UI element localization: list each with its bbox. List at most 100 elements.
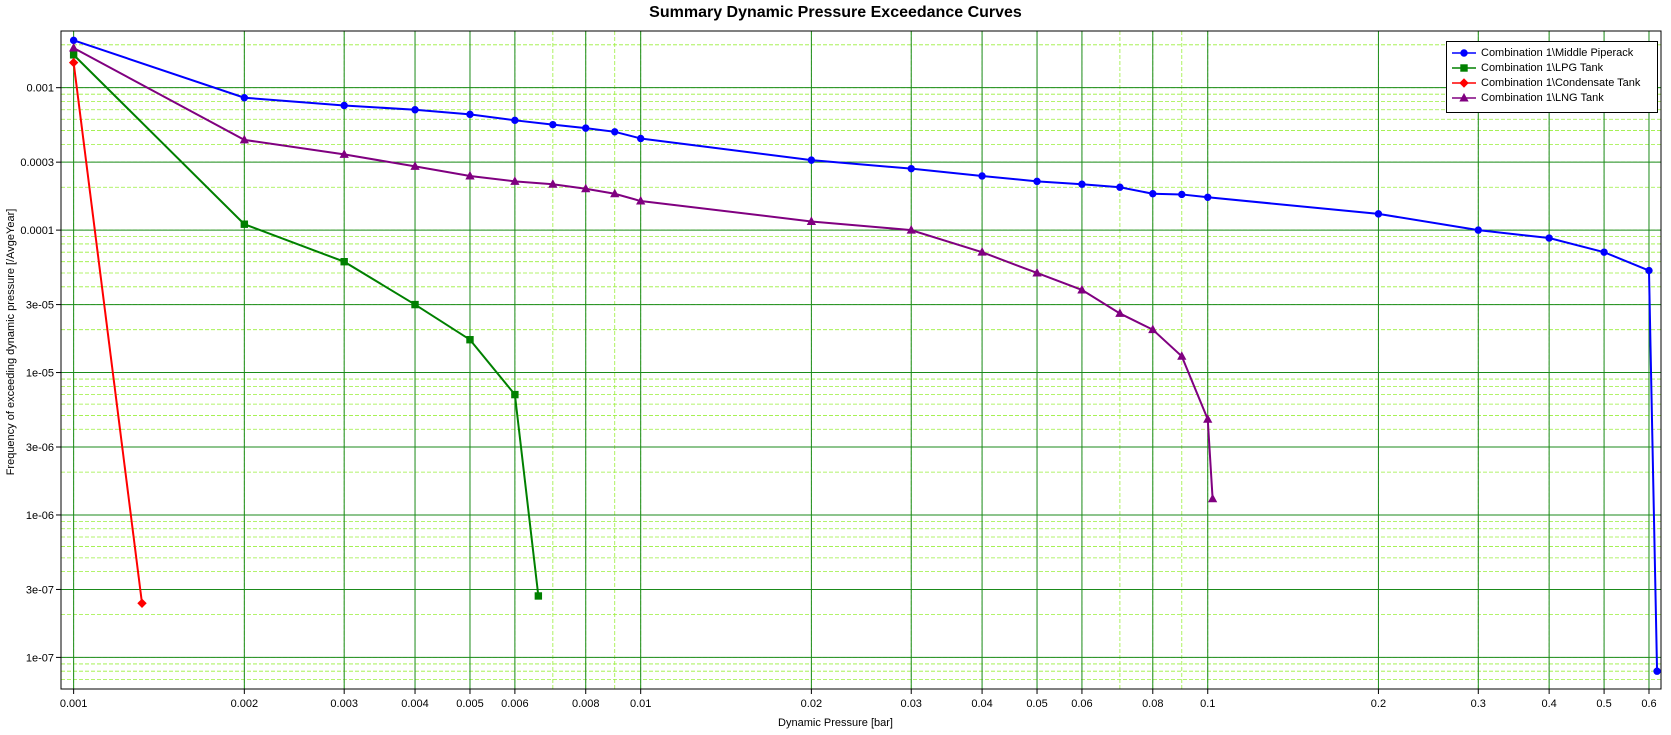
legend: Combination 1\Middle Piperack Combination…: [1446, 41, 1658, 113]
data-point: [1078, 180, 1086, 188]
data-point: [239, 134, 249, 144]
data-point: [1600, 248, 1608, 256]
x-tick-label: 0.003: [330, 698, 358, 710]
data-point: [510, 176, 520, 185]
x-tick-label: 0.01: [630, 698, 651, 710]
y-tick-label: 0.001: [26, 83, 54, 95]
data-point: [1148, 324, 1158, 334]
x-tick-label: 0.06: [1071, 698, 1092, 710]
data-point: [1115, 308, 1125, 317]
y-tick-label: 1e-07: [26, 652, 54, 664]
data-point: [465, 170, 475, 180]
data-point: [978, 172, 986, 180]
data-point: [339, 149, 349, 158]
legend-swatch: [1452, 92, 1476, 101]
legend-label: Combination 1\LPG Tank: [1481, 61, 1604, 74]
x-tick-label: 0.001: [60, 698, 88, 710]
y-tick-label: 1e-05: [26, 368, 54, 380]
data-point: [636, 195, 646, 205]
data-point: [1116, 183, 1124, 191]
data-point: [511, 390, 519, 399]
data-point: [1207, 493, 1218, 503]
legend-label: Combination 1\LNG Tank: [1481, 91, 1604, 104]
x-tick-label: 0.1: [1200, 698, 1215, 710]
plot-frame: [60, 30, 1662, 690]
data-point: [806, 216, 817, 225]
data-point: [610, 188, 620, 198]
data-point: [69, 36, 78, 45]
data-point: [611, 128, 619, 136]
x-tick-label: 0.04: [971, 698, 992, 710]
legend-label: Combination 1\Condensate Tank: [1481, 76, 1641, 89]
y-tick-label: 3e-06: [26, 442, 54, 454]
x-tick-label: 0.004: [401, 698, 429, 710]
x-tick-label: 0.005: [456, 698, 484, 710]
data-point: [511, 116, 519, 125]
data-point: [581, 183, 591, 193]
data-point: [1203, 414, 1213, 423]
legend-swatch-marker: [1460, 48, 1468, 57]
x-tick-label: 0.008: [572, 698, 600, 710]
data-point: [636, 134, 645, 143]
x-tick-label: 0.006: [501, 698, 529, 710]
data-point: [410, 161, 420, 170]
data-point: [68, 57, 79, 68]
data-point: [1374, 210, 1383, 218]
data-point: [1474, 226, 1482, 234]
x-tick-label: 0.03: [901, 698, 922, 710]
series-line: [73, 39, 1659, 672]
x-tick-label: 0.08: [1142, 698, 1163, 710]
legend-swatch-marker: [1460, 63, 1468, 72]
data-point: [534, 592, 543, 600]
major-gridlines: [61, 31, 1661, 689]
data-point: [69, 51, 78, 59]
series-line: [73, 47, 1214, 499]
data-point: [1178, 190, 1186, 199]
data-point: [466, 110, 474, 119]
series-4: [68, 42, 1218, 503]
data-point: [977, 247, 987, 256]
legend-label: Combination 1\Middle Piperack: [1481, 46, 1634, 59]
x-tick-label: 0.3: [1471, 698, 1486, 710]
y-axis-ticks: 1e-07 3e-07 1e-06 3e-06 1e-05 3e-05 0.0001 0.00…: [20, 83, 61, 664]
data-point: [1204, 193, 1212, 201]
data-point: [807, 156, 816, 164]
legend-item: Combination 1\LNG Tank: [1451, 90, 1653, 105]
series-line: [72, 62, 143, 604]
data-point: [1177, 351, 1187, 360]
series-1: [69, 36, 1661, 675]
data-point: [340, 101, 348, 110]
x-tick-label: 0.02: [801, 698, 822, 710]
y-tick-label: 3e-05: [26, 300, 54, 312]
data-point: [1653, 667, 1661, 675]
data-point: [466, 336, 474, 344]
legend-item: Combination 1\Middle Piperack: [1451, 45, 1653, 60]
legend-item: Combination 1\LPG Tank: [1451, 60, 1653, 75]
x-tick-label: 0.002: [231, 698, 259, 710]
data-point: [240, 220, 249, 228]
data-point: [582, 124, 590, 132]
y-tick-label: 3e-07: [26, 584, 54, 596]
data-point: [68, 42, 79, 52]
data-point: [548, 179, 558, 188]
data-point: [411, 106, 419, 114]
x-tick-label: 0.2: [1371, 698, 1386, 710]
legend-swatch: [1452, 63, 1476, 72]
data-point: [411, 300, 419, 309]
data-point: [906, 225, 916, 234]
data-point: [1545, 234, 1553, 242]
data-point: [137, 598, 147, 608]
data-point: [1032, 267, 1042, 277]
data-point: [907, 164, 915, 173]
y-tick-label: 1e-06: [26, 510, 54, 522]
y-tick-label: 0.0001: [20, 225, 54, 237]
x-axis-label: Dynamic Pressure [bar]: [778, 717, 893, 729]
legend-swatch-marker: [1459, 92, 1469, 101]
data-point: [1149, 190, 1157, 198]
data-point: [1645, 266, 1653, 275]
legend-swatch-marker: [1459, 77, 1469, 88]
data-point: [549, 120, 557, 129]
series-3: [68, 57, 147, 608]
x-tick-label: 0.4: [1541, 698, 1556, 710]
